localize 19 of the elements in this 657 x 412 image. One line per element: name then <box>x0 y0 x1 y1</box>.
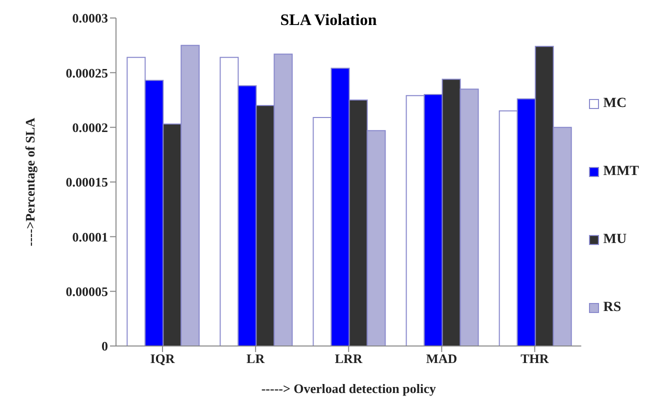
x-tick-label: THR <box>520 351 550 366</box>
y-tick-label: 0.0002 <box>72 120 108 135</box>
x-tick-label: IQR <box>150 351 176 366</box>
legend-label: MU <box>603 231 627 249</box>
y-tick-label: 0.00015 <box>66 174 108 190</box>
y-axis-title: ---->Percentage of SLA <box>22 117 38 246</box>
y-tick-label: 0.00005 <box>66 284 108 299</box>
legend-label: MC <box>603 95 627 113</box>
y-tick-label: 0.00025 <box>66 65 108 80</box>
x-tick-label: MAD <box>426 351 458 366</box>
x-tick-label: LRR <box>334 351 363 366</box>
x-tick-label: LR <box>246 351 266 366</box>
x-axis-title: -----> Overload detection policy <box>261 381 436 396</box>
y-tick-label: 0.0001 <box>72 229 108 244</box>
legend-label: RS <box>603 299 622 317</box>
y-tick-label: 0 <box>102 338 108 354</box>
legend-label: MMT <box>603 163 639 181</box>
chart-title: SLA Violation <box>280 12 377 29</box>
y-tick-label: 0.0003 <box>72 10 108 26</box>
